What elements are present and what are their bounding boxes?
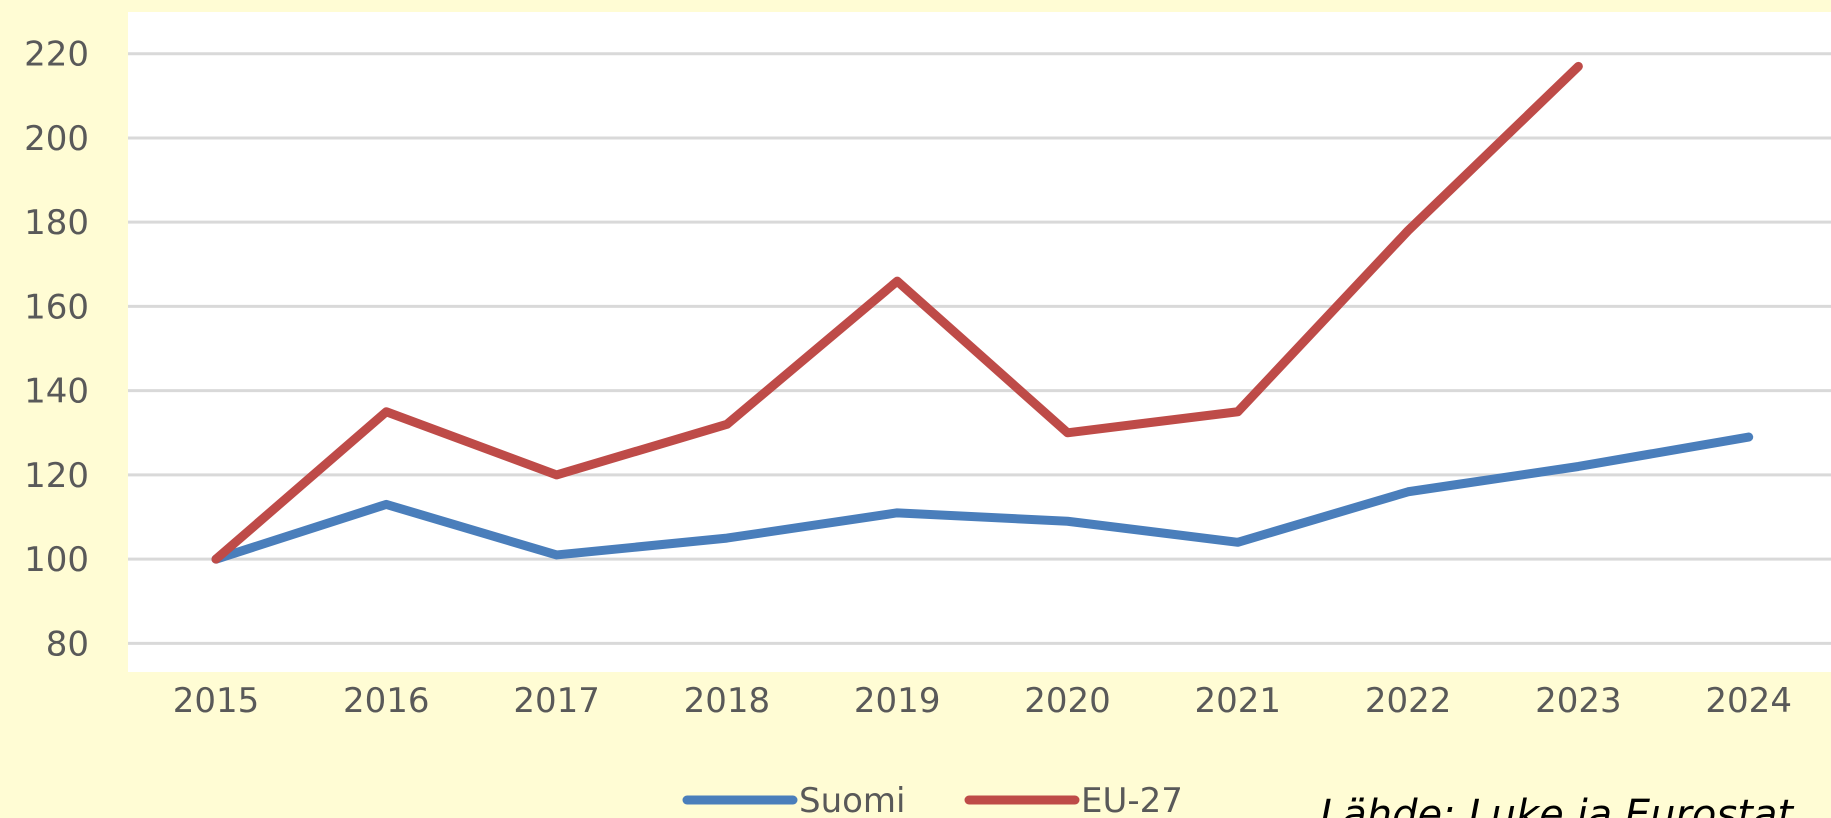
x-tick-label: 2023 [1535,681,1622,721]
y-tick-label: 220 [24,35,89,75]
x-tick-label: 2017 [513,681,600,721]
x-tick-label: 2021 [1195,681,1282,721]
legend-label: EU-27 [1081,781,1183,818]
y-tick-label: 80 [46,624,89,664]
x-tick-label: 2020 [1024,681,1111,721]
x-tick-label: 2019 [854,681,941,721]
y-tick-label: 100 [24,540,89,580]
y-tick-label: 180 [24,203,89,243]
legend-label: Suomi [799,781,906,818]
x-tick-label: 2018 [684,681,771,721]
y-tick-label: 120 [24,456,89,496]
x-tick-label: 2015 [173,681,260,721]
x-tick-label: 2024 [1705,681,1792,721]
y-tick-label: 140 [24,372,89,412]
source-note: Lähde: Luke ja Eurostat [1320,792,1794,818]
y-tick-label: 200 [24,119,89,159]
x-tick-label: 2016 [343,681,430,721]
series-line [211,61,1583,564]
series-line [211,432,1754,564]
x-tick-label: 2022 [1365,681,1452,721]
plot-area [128,12,1831,672]
y-tick-label: 160 [24,287,89,327]
